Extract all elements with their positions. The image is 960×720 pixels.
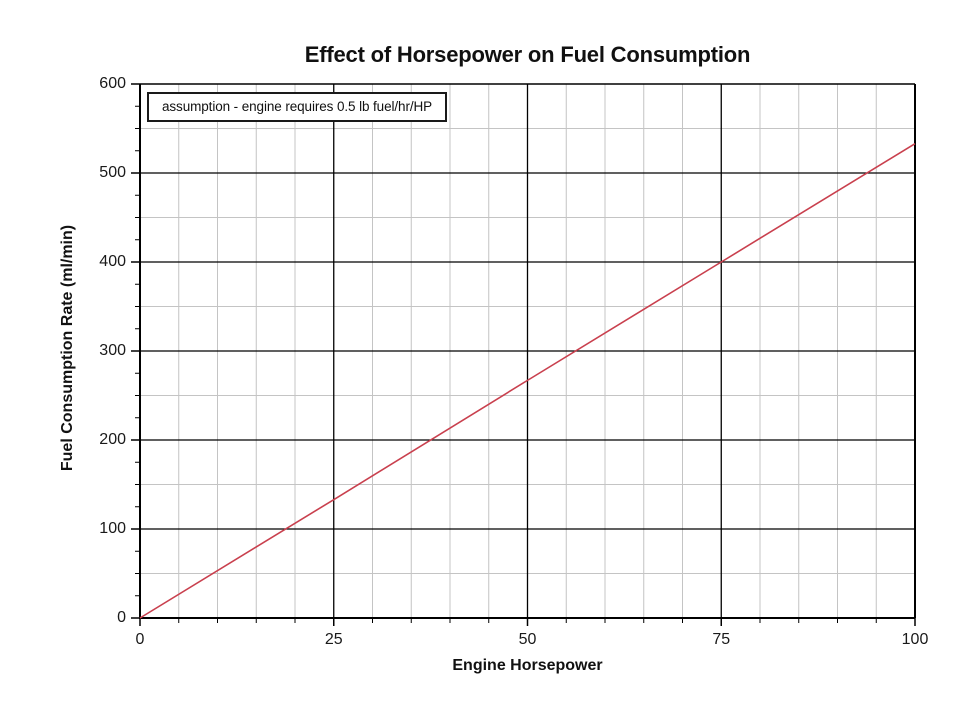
x-tick-label: 25	[324, 631, 343, 648]
y-tick-label: 0	[117, 609, 126, 626]
y-tick-label: 400	[99, 253, 126, 270]
y-tick-label: 100	[99, 520, 126, 537]
chart-title: Effect of Horsepower on Fuel Consumption	[304, 42, 751, 67]
y-tick-label: 300	[99, 342, 126, 359]
y-tick-label: 500	[99, 164, 126, 181]
y-tick-label: 200	[99, 431, 126, 448]
x-tick-label: 0	[135, 631, 145, 648]
assumption-annotation: assumption - engine requires 0.5 lb fuel…	[147, 92, 448, 122]
tick-marks	[131, 83, 916, 626]
series-line	[139, 142, 916, 619]
series-line-fuel-consumption-rate	[139, 142, 916, 619]
x-axis-title: Engine Horsepower	[452, 657, 603, 674]
y-tick-label: 600	[99, 75, 126, 92]
x-tick-label: 75	[712, 631, 731, 648]
x-tick-label: 50	[518, 631, 537, 648]
major-gridlines	[140, 83, 916, 618]
x-tick-label: 100	[901, 631, 929, 648]
